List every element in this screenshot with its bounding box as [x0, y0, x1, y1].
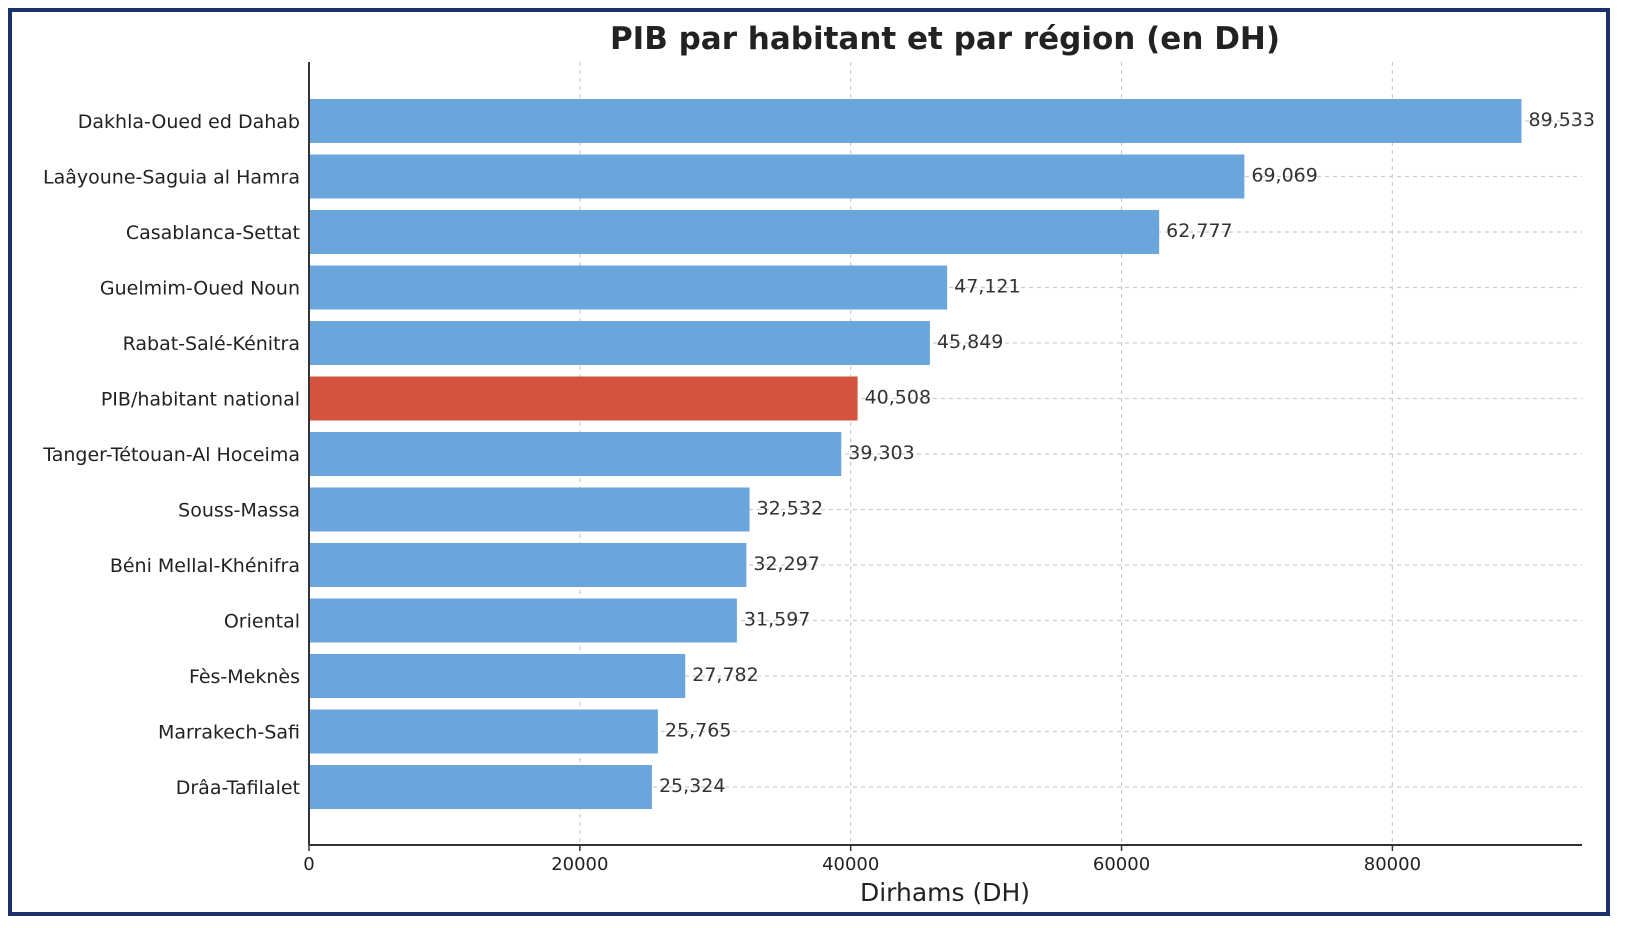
value-label: 32,532 [757, 498, 823, 520]
value-label: 40,508 [865, 387, 931, 409]
value-label: 25,324 [659, 775, 725, 797]
category-label: Tanger-Tétouan-Al Hoceima [42, 444, 300, 466]
category-label: Guelmim-Oued Noun [100, 278, 300, 300]
bar [309, 543, 747, 587]
bars-layer [309, 99, 1522, 809]
category-label: Béni Mellal-Khénifra [110, 555, 300, 577]
bar [309, 154, 1245, 199]
bar [309, 654, 686, 698]
category-label: Rabat-Salé-Kénitra [123, 333, 300, 355]
category-label: Souss-Massa [178, 500, 300, 522]
category-label: PIB/habitant national [101, 389, 300, 411]
x-tick-label: 80000 [1364, 854, 1421, 875]
category-label: Dakhla-Oued ed Dahab [78, 111, 300, 133]
x-tick-label: 20000 [551, 854, 608, 875]
labels-layer: Dakhla-Oued ed Dahab 89,533 Laâyoune-Sagui… [42, 109, 1595, 799]
value-label: 89,533 [1529, 109, 1595, 131]
category-label: Drâa-Tafilalet [176, 777, 300, 799]
value-label: 47,121 [954, 276, 1020, 298]
category-label: Laâyoune-Saguia al Hamra [43, 167, 300, 189]
category-label: Fès-Meknès [189, 666, 300, 688]
value-label: 62,777 [1166, 220, 1232, 242]
x-tick-label: 40000 [822, 854, 879, 875]
bar [309, 765, 652, 809]
bar [309, 210, 1160, 254]
value-label: 31,597 [744, 609, 810, 631]
bar [309, 487, 750, 532]
bar [309, 99, 1522, 143]
bar [309, 432, 842, 476]
category-label: Marrakech-Safi [158, 722, 300, 744]
value-label: 39,303 [848, 442, 914, 464]
bar [309, 709, 658, 754]
axis-layer: 0 20000 40000 60000 80000 [303, 62, 1582, 875]
value-label: 25,765 [665, 720, 731, 742]
value-label: 27,782 [692, 664, 758, 686]
chart-title: PIB par habitant et par région (en DH) [610, 21, 1280, 57]
value-label: 69,069 [1251, 165, 1317, 187]
bar [309, 598, 737, 643]
category-label: Oriental [224, 611, 300, 633]
bar-national-average [309, 376, 858, 421]
bar [309, 265, 948, 310]
x-tick-label: 60000 [1093, 854, 1150, 875]
x-axis-title: Dirhams (DH) [860, 878, 1030, 907]
value-label: 45,849 [937, 331, 1003, 353]
category-label: Casablanca-Settat [126, 222, 300, 244]
value-label: 32,297 [753, 553, 819, 575]
x-tick-label: 0 [303, 854, 314, 875]
bar [309, 321, 930, 365]
